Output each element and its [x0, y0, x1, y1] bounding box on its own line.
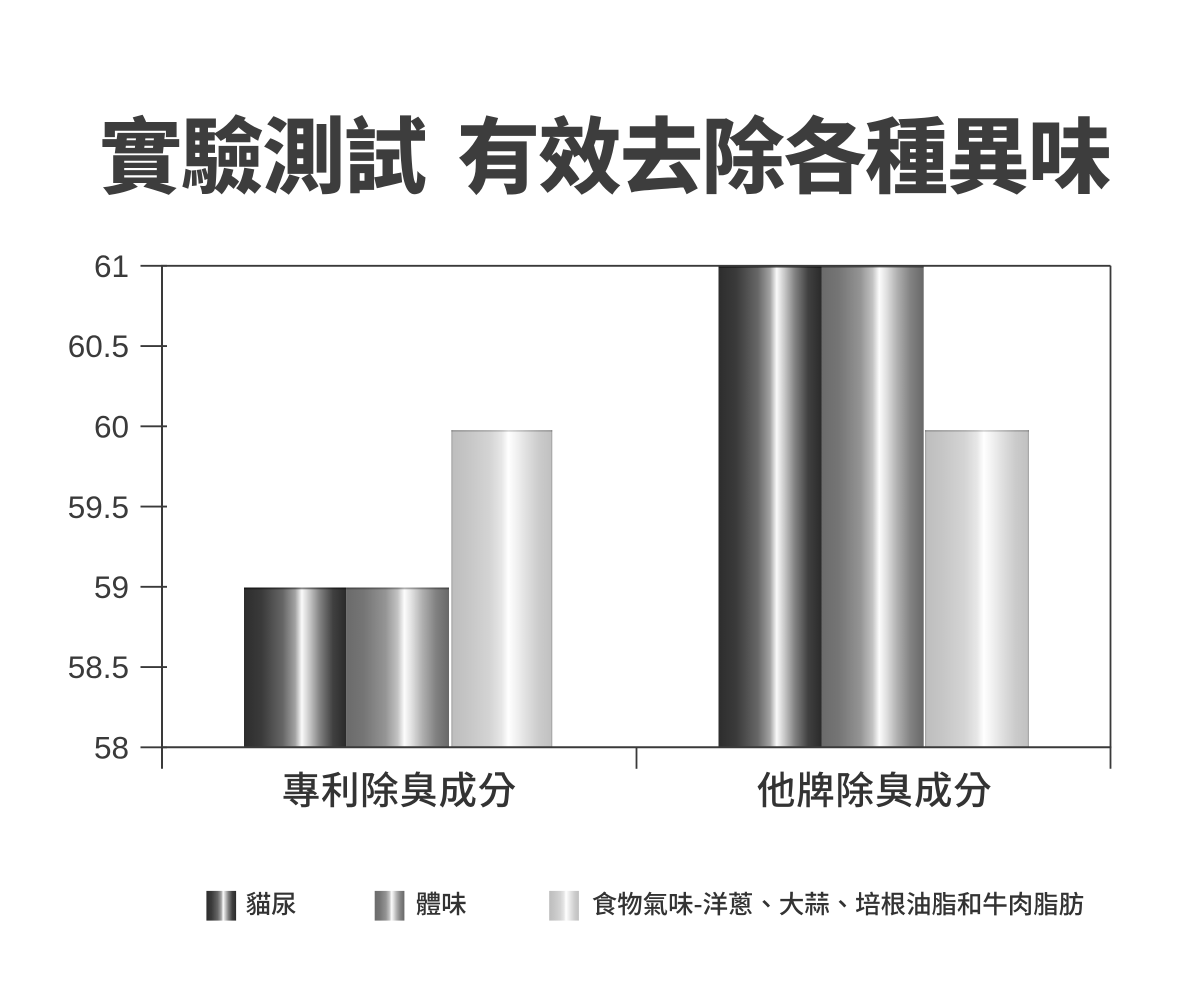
- svg-text:59.5: 59.5: [68, 489, 129, 525]
- svg-text:60: 60: [94, 409, 129, 445]
- svg-text:59: 59: [94, 569, 129, 605]
- svg-text:61: 61: [94, 248, 129, 284]
- svg-text:60.5: 60.5: [68, 328, 129, 364]
- svg-text:58: 58: [94, 730, 129, 766]
- svg-text:58.5: 58.5: [68, 649, 129, 685]
